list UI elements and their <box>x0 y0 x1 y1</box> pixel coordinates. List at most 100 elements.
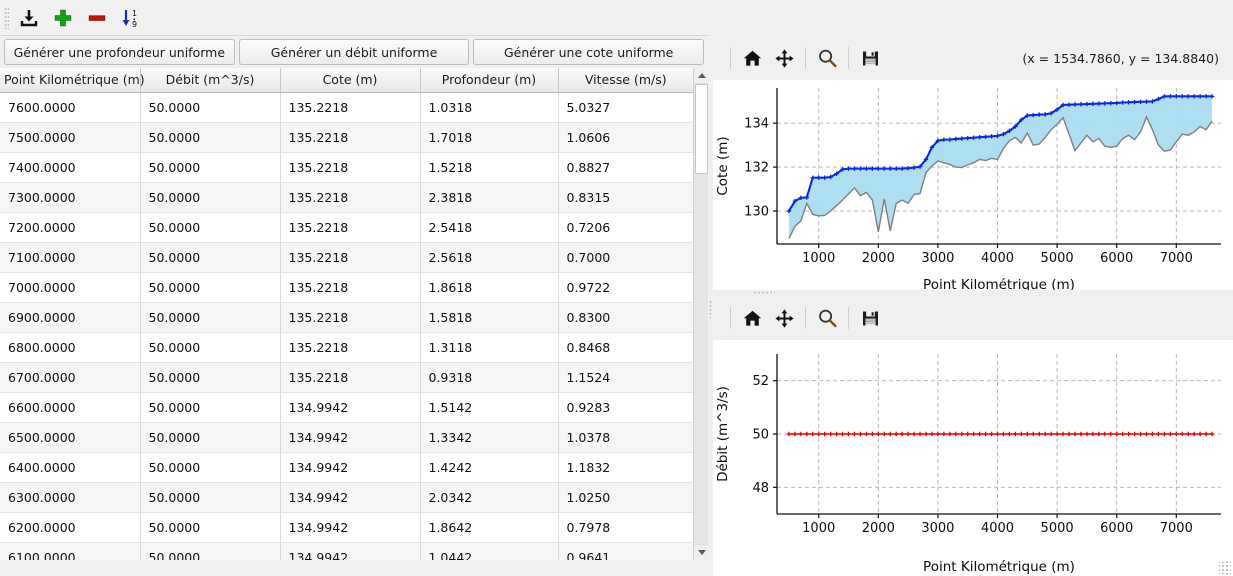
generate-uniform-level-button[interactable]: Générer une cote uniforme <box>473 39 705 65</box>
table-cell[interactable]: 2.5418 <box>420 212 559 243</box>
table-cell[interactable]: 135.2218 <box>280 92 421 123</box>
column-header-debit[interactable]: Débit (m^3/s) <box>140 68 281 93</box>
pan-icon[interactable] <box>768 42 800 74</box>
table-cell[interactable]: 135.2218 <box>280 332 421 363</box>
table-cell[interactable]: 1.8618 <box>420 272 559 303</box>
table-cell[interactable]: 50.0000 <box>140 92 281 123</box>
table-cell[interactable]: 7500.0000 <box>0 122 141 153</box>
table-cell[interactable]: 6300.0000 <box>0 482 141 513</box>
table-vertical-scrollbar[interactable] <box>693 68 709 560</box>
table-cell[interactable]: 6500.0000 <box>0 422 141 453</box>
table-cell[interactable]: 135.2218 <box>280 242 421 273</box>
table-row[interactable]: 6300.0000 50.0000 134.9942 2.0342 1.0250 <box>0 482 693 513</box>
home-icon[interactable] <box>736 302 768 334</box>
table-cell[interactable]: 50.0000 <box>140 512 281 543</box>
table-cell[interactable]: 1.0250 <box>558 482 693 513</box>
column-header-profondeur[interactable]: Profondeur (m) <box>420 68 559 93</box>
table-row[interactable]: 7200.0000 50.0000 135.2218 2.5418 0.7206 <box>0 212 693 243</box>
table-cell[interactable]: 1.0378 <box>558 422 693 453</box>
table-cell[interactable]: 50.0000 <box>140 302 281 333</box>
table-cell[interactable]: 7100.0000 <box>0 242 141 273</box>
table-row[interactable]: 7500.0000 50.0000 135.2218 1.7018 1.0606 <box>0 122 693 153</box>
table-cell[interactable]: 0.7206 <box>558 212 693 243</box>
column-header-vitesse[interactable]: Vitesse (m/s) <box>558 68 693 93</box>
table-cell[interactable]: 50.0000 <box>140 392 281 423</box>
table-cell[interactable]: 50.0000 <box>140 482 281 513</box>
table-cell[interactable]: 50.0000 <box>140 152 281 183</box>
table-cell[interactable]: 50.0000 <box>140 122 281 153</box>
table-cell[interactable]: 1.8642 <box>420 512 559 543</box>
table-cell[interactable]: 6600.0000 <box>0 392 141 423</box>
table-cell[interactable]: 0.7000 <box>558 242 693 273</box>
table-cell[interactable]: 2.0342 <box>420 482 559 513</box>
save-icon[interactable] <box>854 42 886 74</box>
table-cell[interactable]: 50.0000 <box>140 242 281 273</box>
table-cell[interactable]: 1.0442 <box>420 542 559 560</box>
table-cell[interactable]: 0.8827 <box>558 152 693 183</box>
table-cell[interactable]: 0.8300 <box>558 302 693 333</box>
table-row[interactable]: 6700.0000 50.0000 135.2218 0.9318 1.1524 <box>0 362 693 393</box>
sort-icon[interactable]: 1 9 <box>114 1 148 35</box>
table-cell[interactable]: 135.2218 <box>280 272 421 303</box>
save-icon[interactable] <box>854 302 886 334</box>
table-cell[interactable]: 1.3342 <box>420 422 559 453</box>
table-cell[interactable]: 1.0318 <box>420 92 559 123</box>
zoom-icon[interactable] <box>811 42 843 74</box>
table-cell[interactable]: 1.5142 <box>420 392 559 423</box>
table-cell[interactable]: 0.9283 <box>558 392 693 423</box>
table-cell[interactable]: 7600.0000 <box>0 92 141 123</box>
table-cell[interactable]: 135.2218 <box>280 212 421 243</box>
table-row[interactable]: 7300.0000 50.0000 135.2218 2.3818 0.8315 <box>0 182 693 213</box>
generate-uniform-flow-button[interactable]: Générer un débit uniforme <box>238 39 470 65</box>
table-cell[interactable]: 135.2218 <box>280 182 421 213</box>
table-cell[interactable]: 135.2218 <box>280 122 421 153</box>
table-row[interactable]: 6400.0000 50.0000 134.9942 1.4242 1.1832 <box>0 452 693 483</box>
table-cell[interactable]: 134.9942 <box>280 392 421 423</box>
table-cell[interactable]: 1.7018 <box>420 122 559 153</box>
table-row[interactable]: 6100.0000 50.0000 134.9942 1.0442 0.9641 <box>0 542 693 560</box>
table-cell[interactable]: 7300.0000 <box>0 182 141 213</box>
scroll-up-icon[interactable] <box>694 68 709 84</box>
horizontal-splitter[interactable] <box>713 290 1233 296</box>
table-cell[interactable]: 5.0327 <box>558 92 693 123</box>
remove-icon[interactable] <box>80 1 114 35</box>
profile-chart-canvas[interactable]: 1000 2000 3000 4000 5000 6000 7000 130 132 134 Poi… <box>713 80 1233 294</box>
table-cell[interactable]: 6900.0000 <box>0 302 141 333</box>
table-cell[interactable]: 135.2218 <box>280 302 421 333</box>
table-row[interactable]: 6800.0000 50.0000 135.2218 1.3118 0.8468 <box>0 332 693 363</box>
table-cell[interactable]: 0.9722 <box>558 272 693 303</box>
table-row[interactable]: 6200.0000 50.0000 134.9942 1.8642 0.7978 <box>0 512 693 543</box>
table-cell[interactable]: 50.0000 <box>140 452 281 483</box>
table-cell[interactable]: 6100.0000 <box>0 542 141 560</box>
table-cell[interactable]: 50.0000 <box>140 542 281 560</box>
scroll-down-icon[interactable] <box>694 544 709 560</box>
table-cell[interactable]: 0.9641 <box>558 542 693 560</box>
discharge-chart-canvas[interactable]: 1000 2000 3000 4000 5000 6000 7000 48 50 52 Point … <box>713 340 1233 576</box>
import-icon[interactable] <box>12 1 46 35</box>
table-cell[interactable]: 134.9942 <box>280 512 421 543</box>
table-cell[interactable]: 134.9942 <box>280 422 421 453</box>
table-cell[interactable]: 50.0000 <box>140 212 281 243</box>
table-cell[interactable]: 0.7978 <box>558 512 693 543</box>
table-row[interactable]: 6500.0000 50.0000 134.9942 1.3342 1.0378 <box>0 422 693 453</box>
table-cell[interactable]: 50.0000 <box>140 182 281 213</box>
generate-uniform-depth-button[interactable]: Générer une profondeur uniforme <box>4 39 235 65</box>
column-header-pk[interactable]: Point Kilométrique (m) <box>0 68 145 93</box>
table-cell[interactable]: 50.0000 <box>140 272 281 303</box>
pan-icon[interactable] <box>768 302 800 334</box>
table-cell[interactable]: 134.9942 <box>280 482 421 513</box>
table-cell[interactable]: 1.4242 <box>420 452 559 483</box>
toolbar-drag-handle[interactable] <box>0 0 12 36</box>
table-cell[interactable]: 7400.0000 <box>0 152 141 183</box>
table-cell[interactable]: 135.2218 <box>280 152 421 183</box>
vertical-splitter[interactable] <box>708 0 713 576</box>
table-cell[interactable]: 134.9942 <box>280 542 421 560</box>
table-cell[interactable]: 2.3818 <box>420 182 559 213</box>
table-cell[interactable]: 135.2218 <box>280 362 421 393</box>
table-cell[interactable]: 6200.0000 <box>0 512 141 543</box>
table-row[interactable]: 6900.0000 50.0000 135.2218 1.5818 0.8300 <box>0 302 693 333</box>
table-cell[interactable]: 1.0606 <box>558 122 693 153</box>
table-cell[interactable]: 6800.0000 <box>0 332 141 363</box>
table-cell[interactable]: 2.5618 <box>420 242 559 273</box>
column-header-cote[interactable]: Cote (m) <box>280 68 421 93</box>
